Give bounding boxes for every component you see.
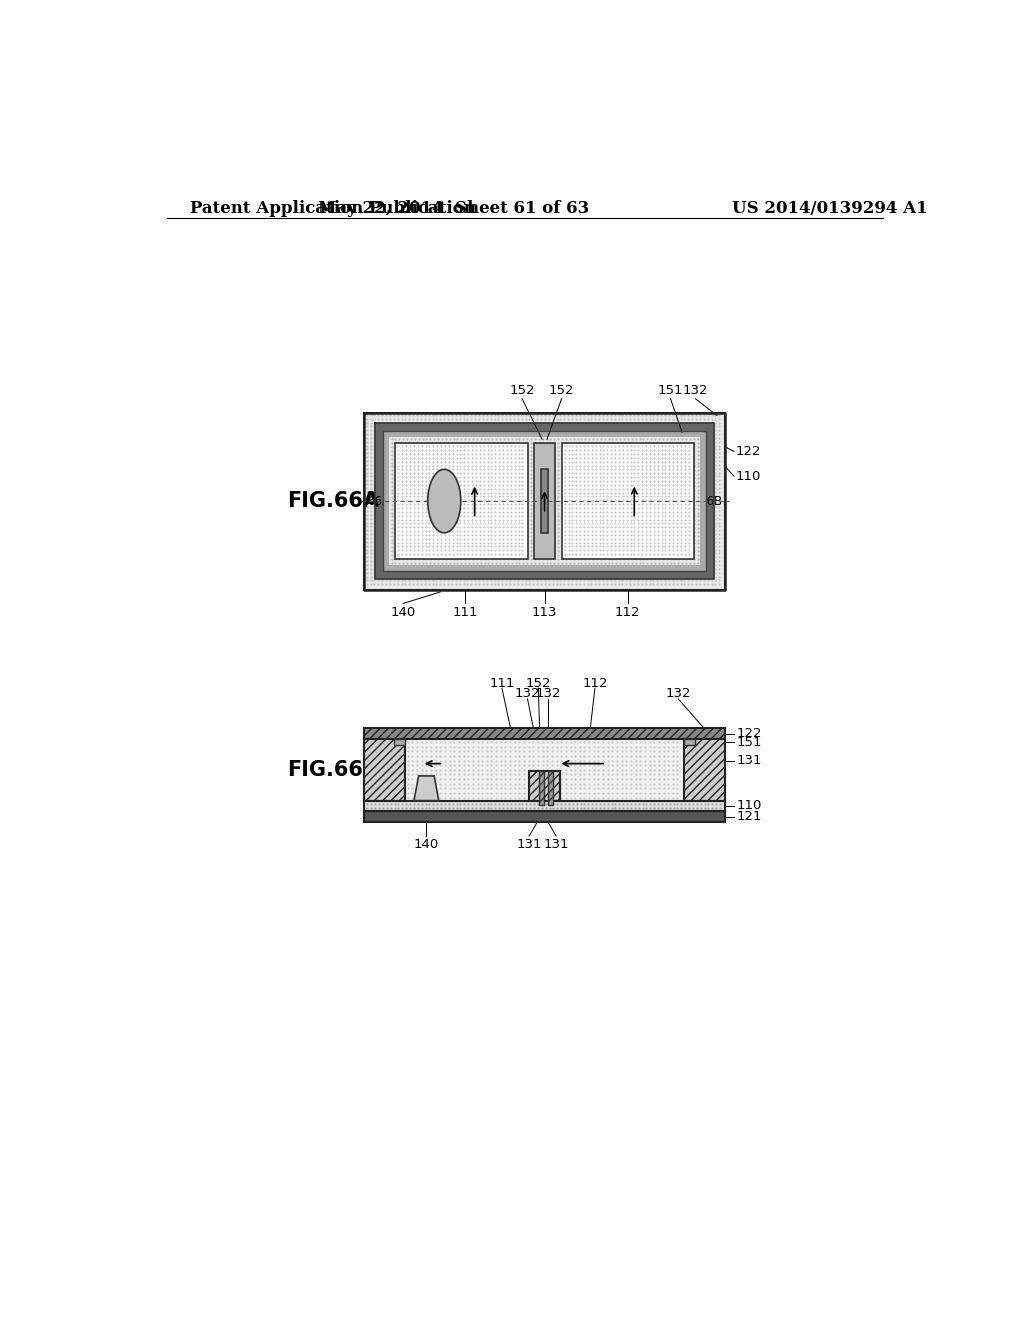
Text: 152: 152 — [525, 677, 551, 689]
Bar — [529, 771, 560, 800]
Text: 131: 131 — [736, 754, 762, 767]
Bar — [684, 739, 725, 800]
Bar — [365, 739, 404, 800]
Text: 132: 132 — [683, 384, 708, 397]
Text: 131: 131 — [544, 838, 569, 851]
Text: 122: 122 — [736, 727, 762, 741]
Text: 122: 122 — [735, 445, 761, 458]
Ellipse shape — [428, 470, 461, 533]
Text: 140: 140 — [414, 838, 439, 851]
Bar — [561, 444, 693, 558]
Text: 111: 111 — [489, 677, 515, 689]
Text: 152: 152 — [549, 384, 574, 397]
Bar — [383, 432, 707, 572]
Bar — [375, 424, 714, 579]
Bar — [548, 771, 553, 805]
Text: 112: 112 — [583, 677, 607, 689]
Text: 112: 112 — [615, 606, 640, 619]
Text: 66B: 66B — [699, 495, 722, 508]
Bar — [394, 739, 404, 744]
Text: May 22, 2014  Sheet 61 of 63: May 22, 2014 Sheet 61 of 63 — [317, 199, 589, 216]
Text: FIG.66B: FIG.66B — [287, 760, 379, 780]
Bar — [534, 444, 555, 558]
Text: 66A: 66A — [367, 495, 390, 508]
Text: 151: 151 — [736, 735, 762, 748]
Bar — [365, 413, 725, 590]
Text: 111: 111 — [453, 606, 478, 619]
Text: 131: 131 — [516, 838, 542, 851]
Bar — [395, 444, 527, 558]
Text: 140: 140 — [390, 606, 416, 619]
Bar — [684, 739, 695, 744]
Text: 121: 121 — [736, 810, 762, 824]
Polygon shape — [414, 776, 438, 800]
Text: FIG.66A: FIG.66A — [287, 491, 379, 511]
Bar — [541, 470, 549, 533]
Bar — [539, 771, 544, 805]
Text: 110: 110 — [735, 470, 761, 483]
Bar — [365, 812, 725, 822]
Bar — [365, 800, 725, 812]
Bar — [389, 437, 700, 565]
Bar — [404, 739, 684, 800]
Text: 132: 132 — [515, 688, 541, 701]
Text: 152: 152 — [509, 384, 535, 397]
Text: US 2014/0139294 A1: US 2014/0139294 A1 — [732, 199, 928, 216]
Text: 132: 132 — [666, 688, 691, 701]
Text: Patent Application Publication: Patent Application Publication — [190, 199, 476, 216]
Text: 151: 151 — [657, 384, 683, 397]
Text: 110: 110 — [736, 800, 762, 813]
Text: 113: 113 — [531, 606, 557, 619]
Bar — [365, 729, 725, 739]
Text: 132: 132 — [536, 688, 561, 701]
